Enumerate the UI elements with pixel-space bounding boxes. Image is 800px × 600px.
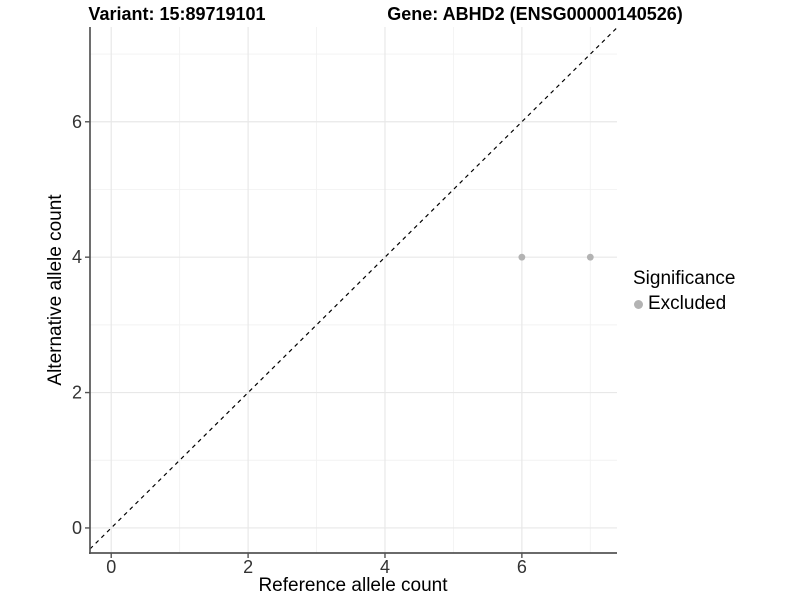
y-tick-label: 0 xyxy=(72,518,82,538)
legend-title: Significance xyxy=(633,268,736,289)
x-axis-title: Reference allele count xyxy=(258,575,448,596)
excluded-point-icon xyxy=(634,299,643,309)
data-point xyxy=(586,253,594,261)
gene-title: Gene: ABHD2 (ENSG00000140526) xyxy=(387,4,683,24)
y-tick-label: 2 xyxy=(72,383,82,403)
x-tick-label: 6 xyxy=(517,557,527,577)
x-tick-label: 2 xyxy=(243,557,253,577)
x-tick-label: 0 xyxy=(106,557,116,577)
legend-item-label: Excluded xyxy=(648,293,727,314)
legend: Significance Excluded xyxy=(633,268,735,315)
y-axis-title: Alternative allele count xyxy=(45,194,66,386)
identity-line xyxy=(89,27,618,550)
data-point xyxy=(518,253,526,261)
variant-title: Variant: 15:89719101 xyxy=(88,4,266,24)
legend-item-excluded: Excluded xyxy=(634,293,735,315)
x-tick-label: 4 xyxy=(380,557,390,577)
y-tick-label: 4 xyxy=(72,247,82,267)
y-tick-label: 6 xyxy=(72,112,82,132)
